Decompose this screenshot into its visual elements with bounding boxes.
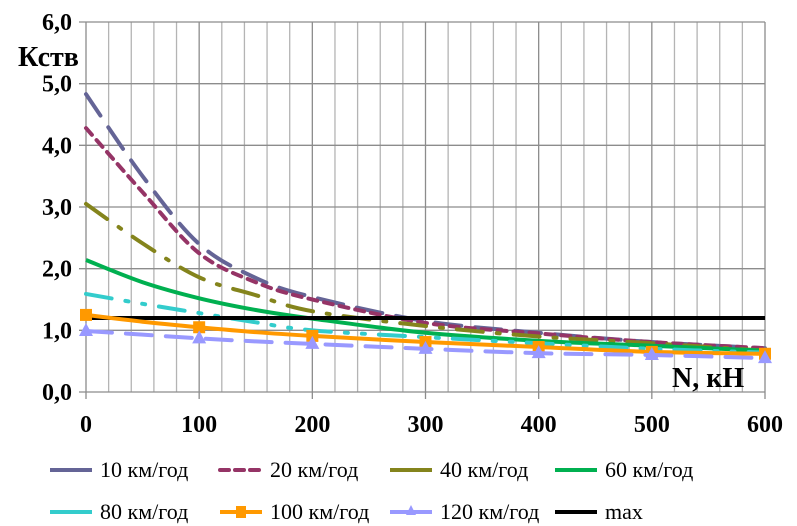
y-tick-label: 5,0 [42, 72, 72, 98]
legend-item: 100 км/год [218, 498, 369, 526]
y-tick-label: 3,0 [42, 195, 72, 221]
data-point-marker [192, 330, 207, 344]
series-line [85, 312, 766, 356]
legend-item: max [553, 498, 643, 526]
legend-item: 120 км/год [388, 498, 539, 526]
legend-label: 20 км/год [270, 457, 359, 482]
series-120-км-год [79, 322, 772, 364]
legend-swatch [390, 468, 432, 472]
legend-label: 10 км/год [100, 457, 189, 482]
y-axis-label: Кств [18, 42, 79, 73]
x-tick-label: 200 [294, 412, 330, 438]
legend-swatch [218, 468, 264, 472]
legend: 10 км/год 20 км/год 40 км/год 60 км/год 80 к… [0, 452, 797, 525]
legend-label: 40 км/год [440, 457, 529, 482]
legend-swatch [555, 510, 597, 514]
legend-label: 60 км/год [605, 457, 694, 482]
data-point-marker [306, 329, 319, 342]
legend-swatch [390, 505, 432, 515]
data-point-marker [531, 345, 546, 359]
data-point-marker [305, 335, 320, 349]
legend-item: 20 км/год [218, 456, 358, 484]
legend-swatch [50, 510, 92, 514]
legend-label: 80 км/год [100, 499, 189, 524]
series-80-км-год [84, 291, 767, 355]
data-point-marker [79, 322, 93, 336]
y-tick-label: 0,0 [42, 380, 72, 406]
legend-label: 120 км/год [440, 499, 540, 524]
series-10-км-год [84, 92, 767, 351]
series-group [79, 92, 772, 364]
data-point-marker [193, 321, 206, 334]
legend-item: 40 км/год [388, 456, 528, 484]
y-tick-label: 4,0 [42, 133, 72, 159]
x-tick-label: 300 [408, 412, 444, 438]
x-tick-label: 100 [181, 412, 217, 438]
x-tick-label: 400 [521, 412, 557, 438]
series-line [85, 258, 766, 353]
x-tick-label: 600 [747, 412, 783, 438]
y-tick-label: 1,0 [42, 318, 72, 344]
data-point-marker [644, 347, 659, 360]
series-line [84, 291, 767, 355]
series-60-км-год [85, 258, 766, 353]
x-axis-label: N, кН [672, 363, 744, 394]
legend-swatch [220, 506, 262, 518]
legend-item: 60 км/год [553, 456, 693, 484]
legend-marker [406, 505, 416, 515]
legend-label: max [605, 499, 643, 524]
legend-swatch [50, 468, 92, 472]
x-tick-label: 0 [80, 412, 92, 438]
y-tick-label: 2,0 [42, 257, 72, 283]
grid [79, 21, 766, 399]
legend-marker [236, 506, 246, 518]
legend-item: 80 км/год [48, 498, 188, 526]
legend-label: 100 км/год [270, 499, 370, 524]
x-axis-ticks: 0 100 200 300 400 500 600 [80, 412, 783, 438]
legend-item: 10 км/год [48, 456, 188, 484]
series-line [84, 92, 767, 351]
data-point-marker [80, 308, 92, 321]
legend-swatch [555, 468, 597, 472]
chart: 0,0 1,0 2,0 3,0 4,0 5,0 6,0 0 100 200 300 400 500 60… [18, 10, 783, 438]
y-tick-label: 6,0 [42, 10, 72, 36]
y-axis-ticks: 0,0 1,0 2,0 3,0 4,0 5,0 6,0 [42, 10, 72, 406]
series-line [84, 328, 767, 361]
data-point-marker [418, 340, 433, 354]
data-point-marker [758, 350, 772, 364]
x-tick-label: 500 [634, 412, 670, 438]
